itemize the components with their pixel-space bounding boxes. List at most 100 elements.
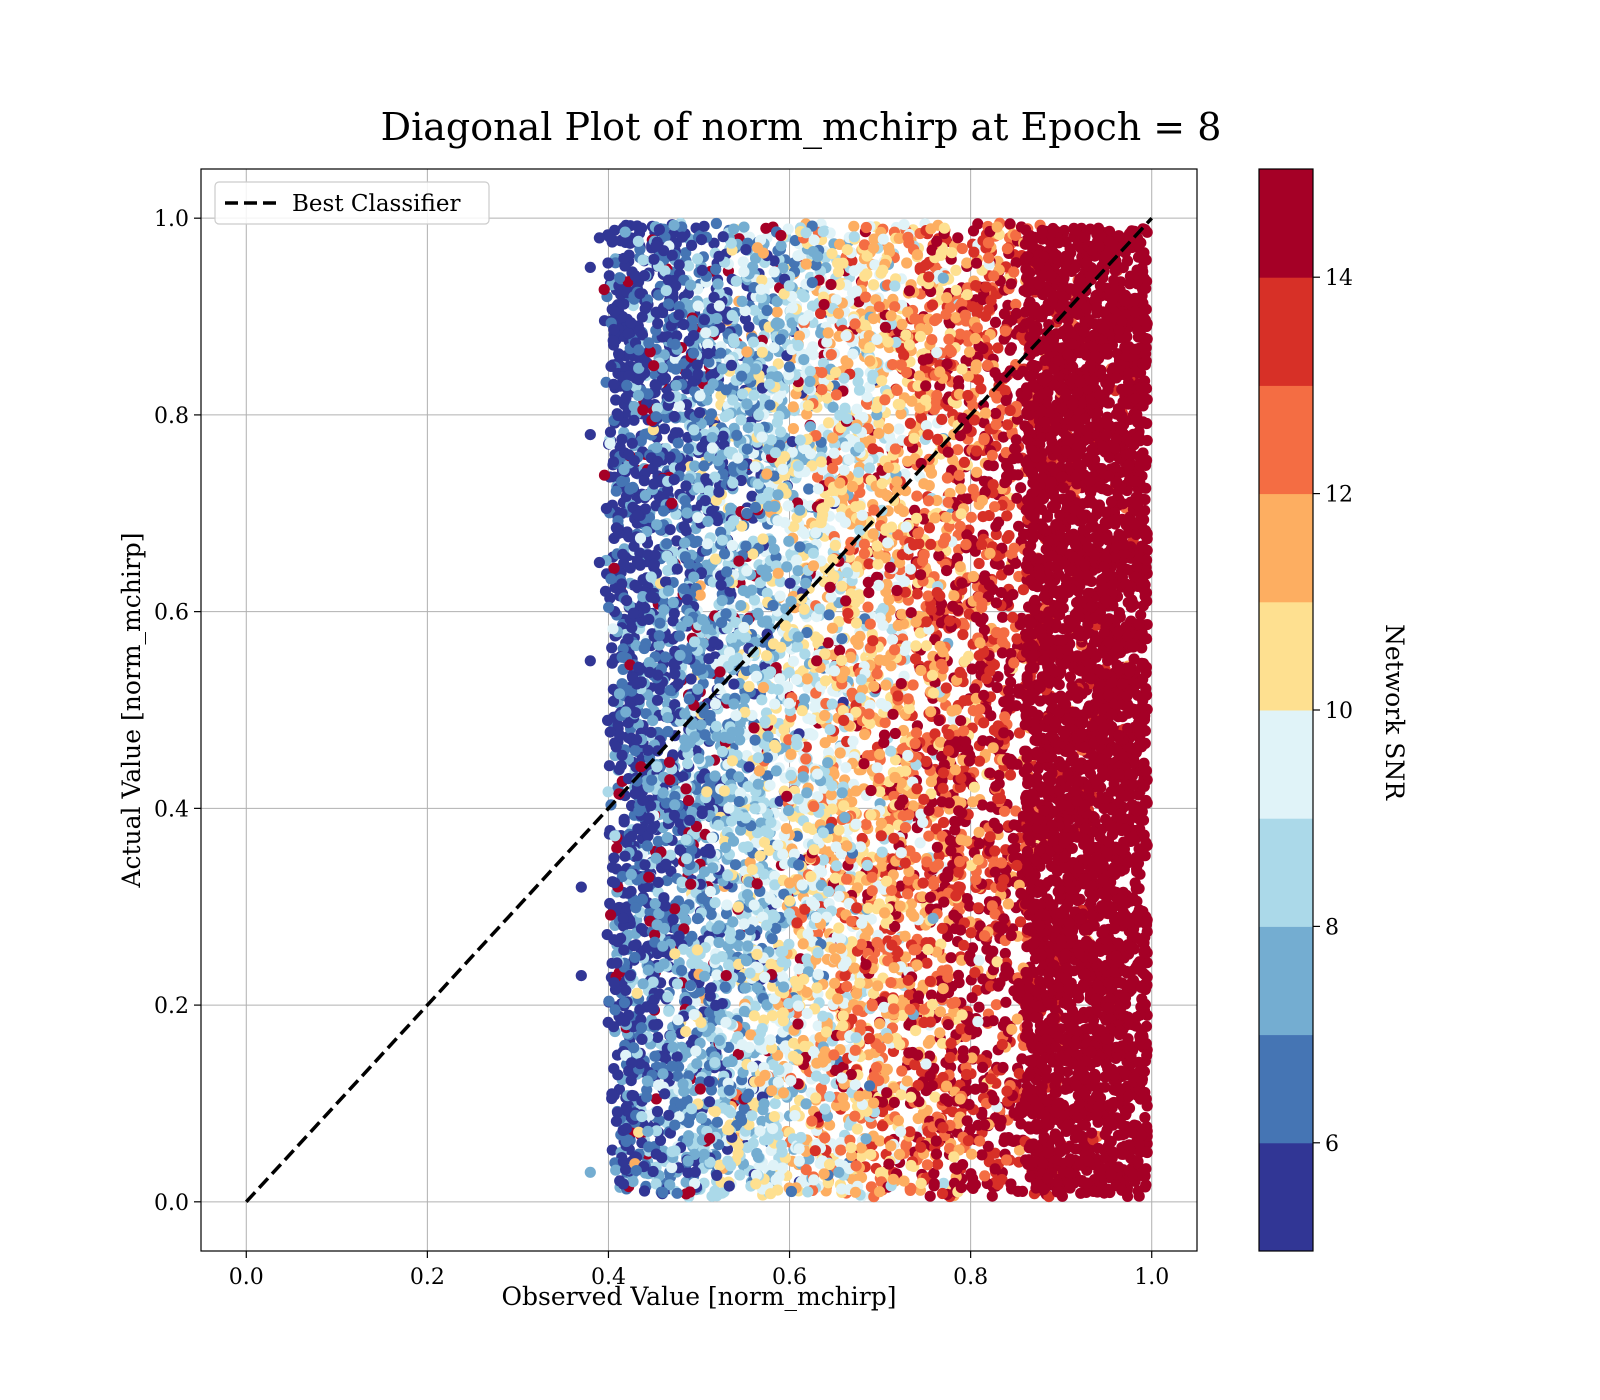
data-point bbox=[839, 969, 851, 982]
data-point bbox=[737, 256, 749, 268]
data-point bbox=[992, 671, 1004, 683]
data-point bbox=[823, 417, 835, 429]
data-point bbox=[603, 270, 615, 282]
data-point bbox=[1005, 676, 1017, 688]
data-point bbox=[610, 394, 622, 406]
data-point bbox=[883, 1158, 895, 1170]
data-point bbox=[602, 786, 614, 798]
data-point bbox=[837, 1010, 849, 1022]
data-point bbox=[838, 800, 850, 812]
data-point bbox=[668, 410, 680, 423]
plot-area: 0.0 0.2 0.4 0.6 0.8 1.00.00.20.40.60.81.0Best… bbox=[154, 168, 1198, 1290]
data-point bbox=[963, 650, 975, 663]
data-point bbox=[757, 681, 770, 694]
data-point bbox=[809, 701, 821, 713]
data-point bbox=[1011, 633, 1023, 645]
data-point bbox=[616, 476, 628, 488]
data-point bbox=[610, 1164, 622, 1176]
data-point bbox=[791, 641, 804, 653]
data-point bbox=[654, 683, 666, 696]
data-point bbox=[606, 861, 619, 873]
data-point bbox=[826, 622, 839, 634]
data-point bbox=[1015, 482, 1027, 494]
data-point bbox=[848, 220, 860, 232]
data-point bbox=[622, 633, 634, 645]
data-point bbox=[905, 898, 918, 910]
data-point bbox=[999, 947, 1011, 960]
data-point bbox=[961, 257, 973, 269]
data-point bbox=[748, 722, 760, 734]
data-point bbox=[907, 679, 919, 691]
data-point bbox=[611, 842, 623, 854]
data-point bbox=[841, 873, 853, 885]
data-point bbox=[705, 908, 717, 921]
data-point bbox=[920, 640, 933, 652]
data-point bbox=[962, 493, 974, 505]
data-point bbox=[1013, 520, 1025, 532]
data-point bbox=[872, 980, 884, 992]
data-point bbox=[680, 1176, 692, 1188]
data-point bbox=[686, 239, 698, 251]
data-point bbox=[860, 291, 872, 303]
data-point bbox=[969, 683, 981, 695]
data-point bbox=[802, 400, 815, 412]
data-point bbox=[710, 263, 722, 275]
data-point bbox=[958, 695, 970, 707]
data-point bbox=[965, 511, 977, 523]
data-point bbox=[925, 706, 937, 718]
data-point bbox=[666, 1161, 678, 1174]
data-point bbox=[977, 735, 989, 747]
data-point bbox=[706, 832, 718, 844]
data-point bbox=[1002, 898, 1015, 910]
data-point bbox=[922, 1037, 935, 1049]
data-point bbox=[911, 490, 923, 502]
data-point bbox=[879, 717, 891, 729]
data-point bbox=[606, 1144, 618, 1156]
data-point bbox=[862, 601, 874, 613]
data-point bbox=[743, 680, 755, 693]
data-point bbox=[973, 826, 985, 838]
data-point bbox=[670, 363, 682, 375]
data-point bbox=[1133, 1190, 1145, 1202]
data-point bbox=[967, 225, 980, 237]
data-point bbox=[936, 1187, 949, 1200]
data-point bbox=[998, 805, 1011, 817]
data-point bbox=[973, 1001, 985, 1013]
data-point bbox=[710, 217, 723, 230]
data-point bbox=[772, 358, 784, 370]
data-point bbox=[1004, 218, 1016, 230]
data-point bbox=[616, 433, 628, 445]
data-point bbox=[775, 426, 787, 438]
data-point bbox=[766, 933, 778, 945]
data-point bbox=[662, 725, 674, 738]
data-point bbox=[950, 264, 962, 276]
data-point bbox=[1011, 492, 1023, 504]
data-point bbox=[852, 367, 864, 379]
data-point bbox=[695, 1112, 708, 1124]
scatter-points bbox=[575, 217, 1153, 1203]
data-point bbox=[771, 306, 783, 318]
data-point bbox=[721, 899, 733, 911]
data-point bbox=[969, 967, 981, 979]
data-point bbox=[874, 612, 886, 624]
data-point bbox=[664, 524, 676, 536]
data-point bbox=[965, 1168, 977, 1180]
data-point bbox=[823, 609, 835, 621]
data-point bbox=[856, 832, 868, 845]
data-point bbox=[647, 715, 659, 727]
data-point bbox=[627, 1176, 639, 1188]
data-point bbox=[977, 510, 989, 523]
data-point bbox=[997, 1061, 1009, 1074]
data-point bbox=[803, 483, 815, 495]
data-point bbox=[833, 922, 845, 934]
data-point bbox=[876, 846, 888, 858]
data-point bbox=[603, 601, 615, 613]
data-point bbox=[997, 611, 1009, 623]
data-point bbox=[978, 717, 990, 729]
data-point bbox=[973, 557, 985, 570]
data-point bbox=[769, 1097, 781, 1110]
data-point bbox=[967, 796, 979, 808]
data-point bbox=[968, 246, 980, 258]
data-point bbox=[1005, 342, 1018, 354]
